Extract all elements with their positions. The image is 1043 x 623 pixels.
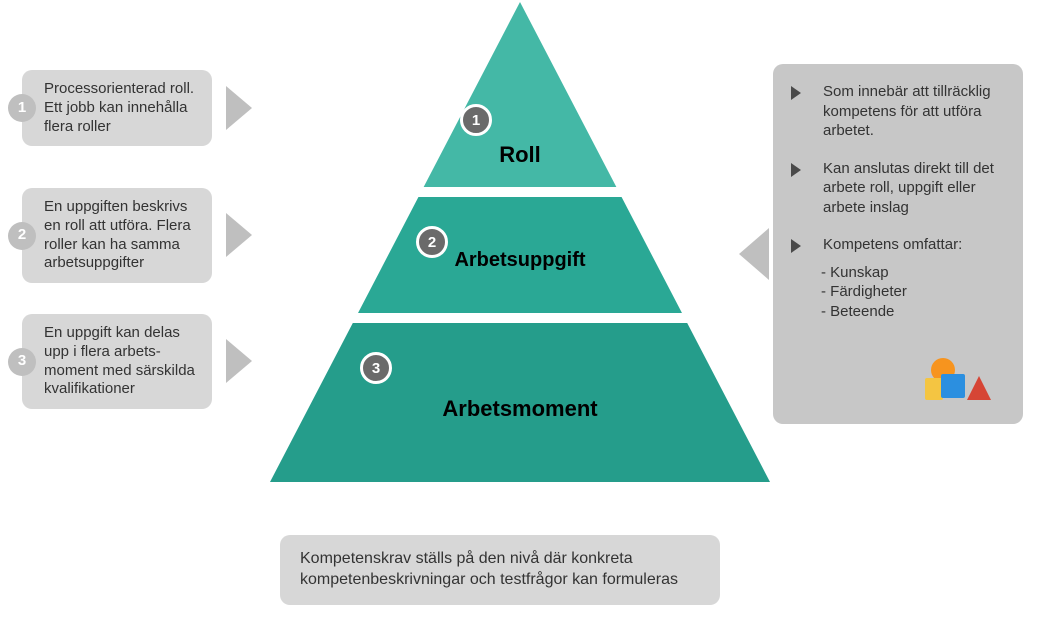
bottom-text: Kompetenskrav ställs på den nivå där kon… xyxy=(300,550,678,588)
left-arrow-1 xyxy=(226,86,252,130)
shapes-icon xyxy=(921,356,993,404)
left-badge-2: 2 xyxy=(8,222,36,250)
bullet-triangle-icon xyxy=(791,86,815,100)
right-bullet-2: Kan anslutas direkt till det arbete roll… xyxy=(791,159,1005,218)
left-text-1: Processorienterad roll. Ett jobb kan inn… xyxy=(44,80,198,136)
right-sub-item-1: - Kunskap xyxy=(821,263,1005,283)
left-arrow-2 xyxy=(226,213,252,257)
pyramid-badge-3: 3 xyxy=(360,352,392,384)
left-text-2: En uppgiften beskrivs en roll att utföra… xyxy=(44,198,198,273)
right-bullet-text-2: Kan anslutas direkt till det arbete roll… xyxy=(823,159,1005,218)
left-badge-3: 3 xyxy=(8,348,36,376)
right-info-box: Som innebär att tillräcklig kompetens fö… xyxy=(773,64,1023,424)
left-box-3: 3En uppgift kan delas upp i flera arbets… xyxy=(22,314,212,409)
right-arrow-triangle xyxy=(739,228,769,280)
pyramid-diagram: Roll1Arbetsuppgift2Arbetsmoment3 xyxy=(270,2,770,482)
bottom-info-box: Kompetenskrav ställs på den nivå där kon… xyxy=(280,535,720,605)
right-sub-item-2: - Färdigheter xyxy=(821,282,1005,302)
left-badge-1: 1 xyxy=(8,94,36,122)
bullet-triangle-icon xyxy=(791,239,815,253)
right-bullet-3: Kompetens omfattar: xyxy=(791,235,1005,255)
right-bullet-text-3: Kompetens omfattar: xyxy=(823,235,962,255)
pyramid-badge-2: 2 xyxy=(416,226,448,258)
left-box-1: 1Processorienterad roll. Ett jobb kan in… xyxy=(22,70,212,146)
left-arrow-3 xyxy=(226,339,252,383)
right-bullet-text-1: Som innebär att tillräcklig kompetens fö… xyxy=(823,82,1005,141)
left-box-2: 2En uppgiften beskrivs en roll att utför… xyxy=(22,188,212,283)
left-text-3: En uppgift kan delas upp i flera arbets-… xyxy=(44,324,198,399)
right-sub-item-3: - Beteende xyxy=(821,302,1005,322)
pyramid-label-3: Arbetsmoment xyxy=(400,396,640,422)
bullet-triangle-icon xyxy=(791,163,815,177)
right-bullet-1: Som innebär att tillräcklig kompetens fö… xyxy=(791,82,1005,141)
right-sublist: - Kunskap- Färdigheter- Beteende xyxy=(791,263,1005,322)
pyramid-label-1: Roll xyxy=(400,142,640,168)
pyramid-badge-1: 1 xyxy=(460,104,492,136)
